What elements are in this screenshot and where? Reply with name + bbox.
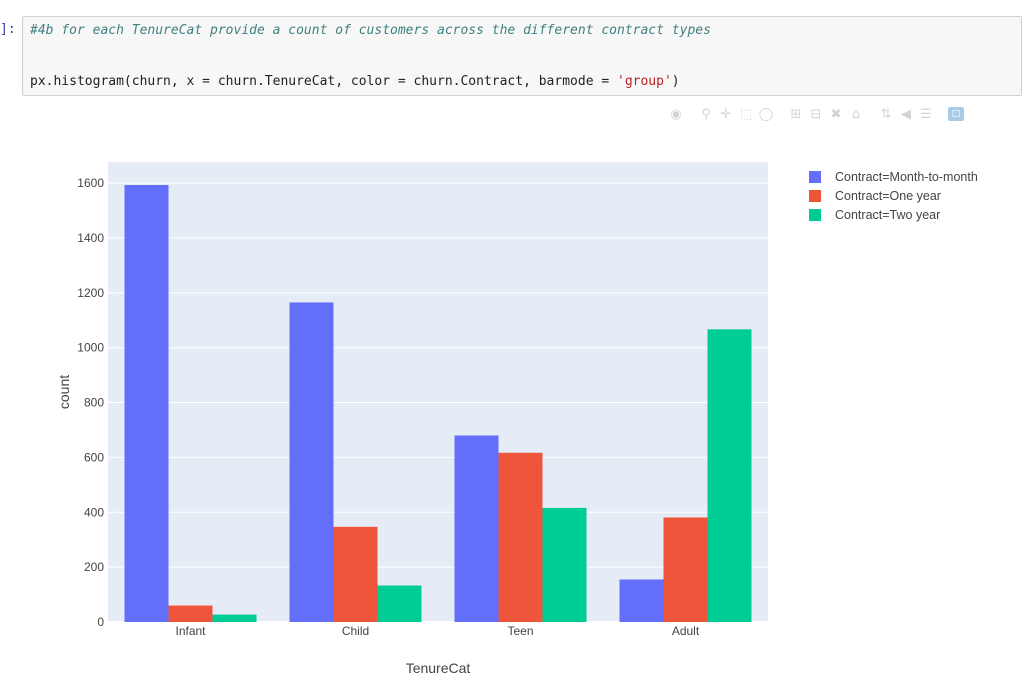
code-prefix: px.histogram(churn, x = churn.TenureCat,… — [30, 74, 617, 89]
y-tick-label: 200 — [84, 560, 104, 574]
bar-adult-2[interactable] — [707, 329, 752, 622]
y-tick-label: 600 — [84, 450, 104, 464]
x-tick-label: Adult — [672, 624, 700, 638]
x-tick-label: Teen — [507, 624, 533, 638]
legend-label[interactable]: Contract=Two year — [835, 208, 940, 222]
legend-label[interactable]: Contract=One year — [835, 189, 941, 203]
reset-axes-icon[interactable]: ⌂ — [851, 106, 861, 122]
y-tick-label: 800 — [84, 396, 104, 410]
plotly-logo-icon[interactable]: □ — [948, 107, 964, 121]
bar-child-2[interactable] — [377, 585, 422, 622]
bar-child-1[interactable] — [333, 526, 378, 622]
plot-background — [108, 162, 768, 622]
code-cell[interactable]: #4b for each TenureCat provide a count o… — [22, 16, 1022, 96]
code-suffix: ) — [671, 74, 680, 89]
contract-histogram-chart: 0 200 400 600 800 1000 1200 1400 1600 Infant Chil… — [56, 162, 978, 676]
x-tick-label: Child — [342, 624, 369, 638]
code-string: 'group' — [617, 74, 672, 89]
legend-label[interactable]: Contract=Month-to-month — [835, 170, 978, 184]
y-tick-label: 1400 — [77, 231, 104, 245]
x-tick-label: Infant — [175, 624, 206, 638]
x-axis-ticks: Infant Child Teen Adult — [175, 624, 699, 638]
y-tick-label: 0 — [97, 615, 104, 629]
y-tick-label: 1000 — [77, 341, 104, 355]
y-axis-title: count — [56, 375, 72, 409]
plot-modebar: ◉ ⚲ ✛ ⬚ ◯ ⊞ ⊟ ✖ ⌂ ⇅ ◀ ☰ □ — [668, 104, 964, 124]
bar-child-0[interactable] — [289, 302, 334, 622]
bars-group[interactable] — [124, 185, 752, 622]
bar-infant-0[interactable] — [124, 185, 169, 622]
box-select-icon[interactable]: ⬚ — [739, 106, 753, 122]
zoom-in-icon[interactable]: ⊞ — [790, 106, 802, 122]
bar-teen-0[interactable] — [454, 435, 499, 622]
hover-closest-icon[interactable]: ◀ — [901, 106, 911, 122]
cell-prompt: ]: — [0, 22, 16, 37]
autoscale-icon[interactable]: ✖ — [830, 106, 842, 122]
camera-icon[interactable]: ◉ — [670, 106, 682, 122]
bar-adult-1[interactable] — [663, 517, 708, 622]
code-comment: #4b for each TenureCat provide a count o… — [30, 23, 711, 38]
lasso-select-icon[interactable]: ◯ — [758, 106, 774, 122]
y-tick-label: 1200 — [77, 286, 104, 300]
y-tick-label: 1600 — [77, 176, 104, 190]
legend-swatch[interactable] — [809, 190, 821, 202]
spike-lines-icon[interactable]: ⇅ — [880, 106, 892, 122]
y-tick-label: 400 — [84, 505, 104, 519]
zoom-icon[interactable]: ⚲ — [701, 106, 711, 122]
bar-teen-2[interactable] — [542, 507, 587, 622]
x-axis-title: TenureCat — [406, 660, 471, 676]
legend-swatch[interactable] — [809, 209, 821, 221]
code-line: px.histogram(churn, x = churn.TenureCat,… — [30, 74, 680, 89]
y-axis-ticks: 0 200 400 600 800 1000 1200 1400 1600 — [77, 176, 104, 629]
bar-infant-1[interactable] — [168, 605, 213, 622]
legend-swatch[interactable] — [809, 171, 821, 183]
zoom-out-icon[interactable]: ⊟ — [810, 106, 822, 122]
bar-adult-0[interactable] — [619, 579, 664, 622]
bar-teen-1[interactable] — [498, 452, 543, 622]
pan-icon[interactable]: ✛ — [720, 106, 732, 122]
bar-infant-2[interactable] — [212, 614, 257, 622]
legend[interactable]: Contract=Month-to-month Contract=One year… — [809, 170, 978, 222]
hover-compare-icon[interactable]: ☰ — [920, 106, 932, 122]
